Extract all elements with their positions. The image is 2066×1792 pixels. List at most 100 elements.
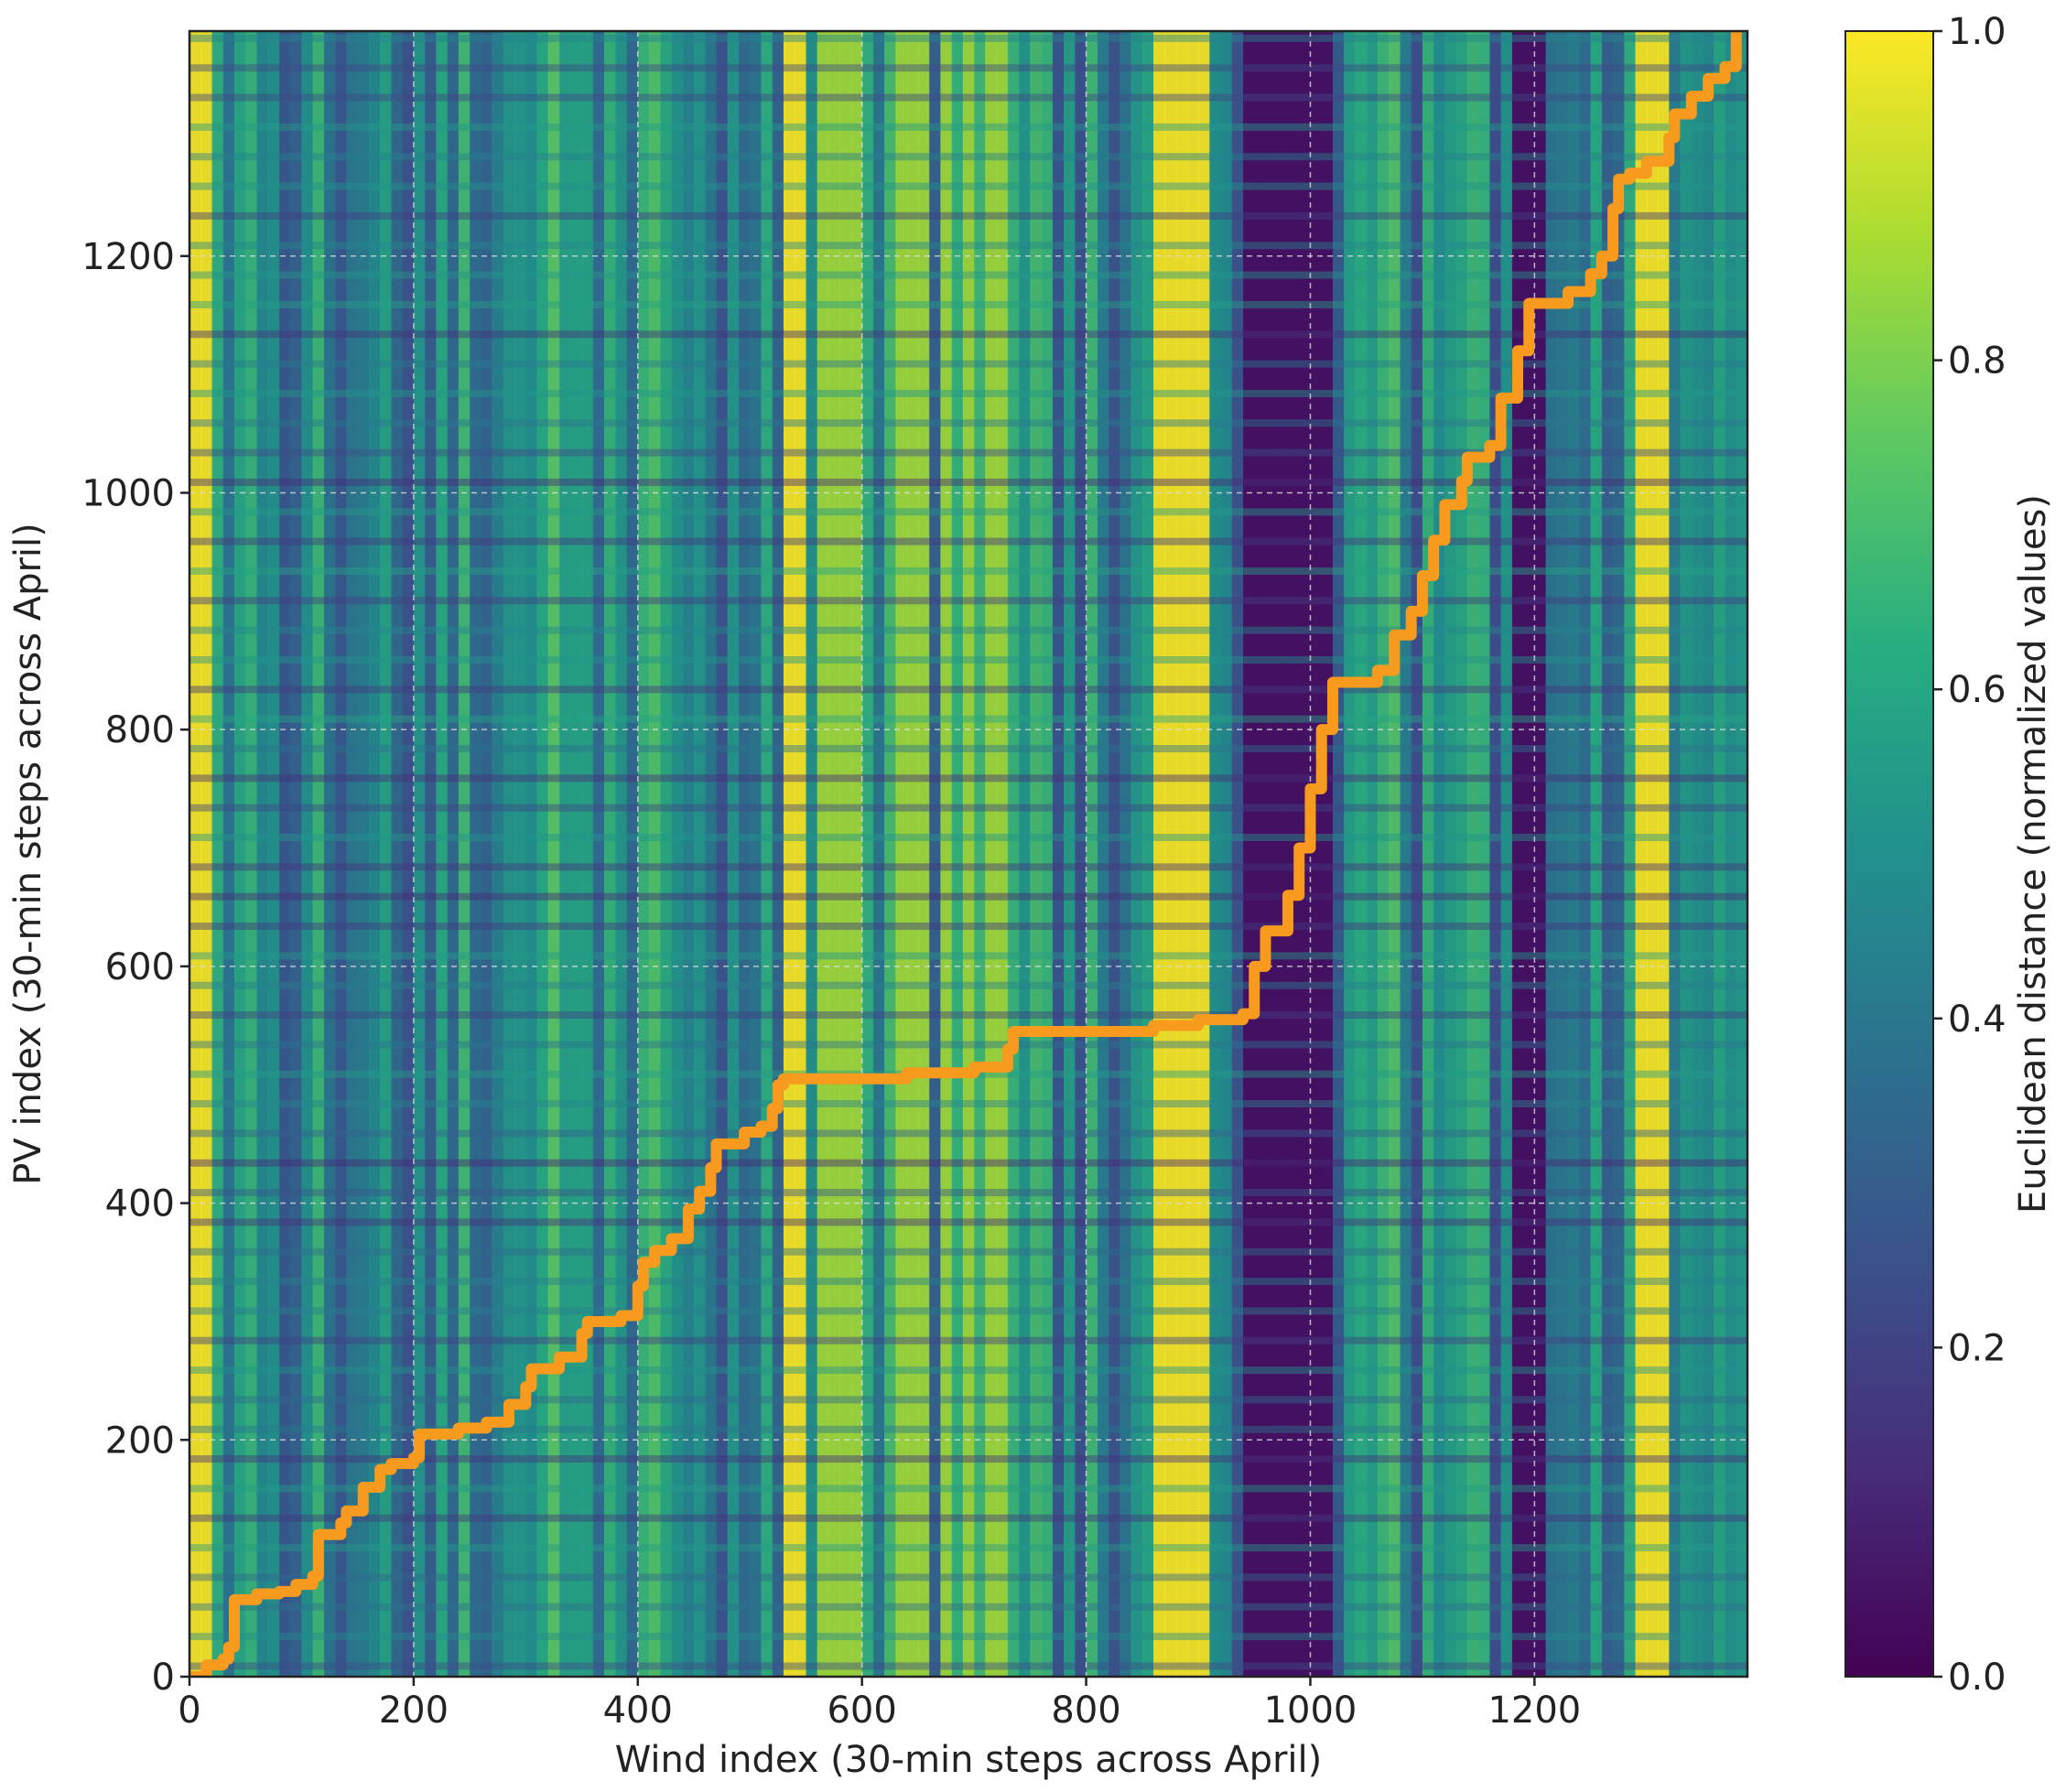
heatmap-column <box>1153 31 1166 1677</box>
y-axis-label: PV index (30-min steps across April) <box>7 523 49 1184</box>
heatmap-row-band <box>189 1218 1747 1226</box>
heatmap-row-band <box>189 923 1747 931</box>
heatmap-column <box>1714 31 1726 1677</box>
heatmap-column <box>570 31 583 1677</box>
heatmap-column <box>1669 31 1682 1677</box>
heatmap-column <box>962 31 976 1677</box>
heatmap-column <box>1164 31 1177 1677</box>
heatmap-row-band <box>189 242 1747 250</box>
heatmap-column <box>1613 31 1626 1677</box>
heatmap-column <box>917 31 931 1677</box>
heatmap-column <box>1075 31 1087 1677</box>
colorbar-tick-label: 0.6 <box>1948 669 2007 711</box>
heatmap-column <box>256 31 269 1677</box>
heatmap-row-band <box>189 685 1747 694</box>
heatmap-column <box>368 31 382 1677</box>
heatmap-column <box>1511 31 1525 1677</box>
y-tick-label: 1000 <box>81 472 175 514</box>
heatmap-row-band <box>189 1247 1747 1256</box>
warping-path-line <box>189 31 1742 1677</box>
y-tick-label: 1200 <box>81 236 175 278</box>
heatmap-column <box>1703 31 1715 1677</box>
heatmap-row-band <box>189 271 1747 279</box>
heatmap-column <box>940 31 953 1677</box>
heatmap-column <box>536 31 549 1677</box>
heatmap-column <box>1198 31 1211 1677</box>
heatmap-column <box>1400 31 1412 1677</box>
heatmap-column <box>380 31 393 1677</box>
heatmap-column <box>514 31 527 1677</box>
heatmap-row-band <box>189 1189 1747 1197</box>
heatmap-row-band <box>189 1603 1747 1611</box>
x-tick-label: 1200 <box>1487 1689 1581 1732</box>
heatmap-column <box>1175 31 1188 1677</box>
heatmap-column <box>1332 31 1346 1677</box>
heatmap-row-band <box>189 1041 1747 1049</box>
heatmap-columns <box>189 31 1747 1677</box>
heatmap-column <box>929 31 942 1677</box>
heatmap-column <box>1254 31 1267 1677</box>
heatmap-column <box>906 31 919 1677</box>
heatmap-column <box>682 31 696 1677</box>
heatmap-column <box>1130 31 1143 1677</box>
heatmap-column <box>278 31 292 1677</box>
heatmap-row-band <box>189 567 1747 575</box>
heatmap-column <box>1433 31 1446 1677</box>
heatmap-row-band <box>189 211 1747 220</box>
heatmap-row-band <box>189 655 1747 664</box>
heatmap-column <box>503 31 516 1677</box>
heatmap-row-band <box>189 508 1747 516</box>
heatmap-row-band <box>189 300 1747 308</box>
heatmap-row-band <box>189 1544 1747 1552</box>
heatmap-column <box>1377 31 1390 1677</box>
heatmap-row-band <box>189 153 1747 161</box>
heatmap-column <box>346 31 359 1677</box>
heatmap-column <box>267 31 280 1677</box>
heatmap-row-band <box>189 419 1747 427</box>
heatmap-row-band <box>189 389 1747 397</box>
heatmap-column <box>1736 31 1747 1677</box>
heatmap-row-band <box>189 360 1747 368</box>
heatmap-column <box>783 31 796 1677</box>
heatmap-column <box>1691 31 1704 1677</box>
plot-area <box>188 29 1749 1679</box>
heatmap-column <box>1030 31 1043 1677</box>
heatmap-column <box>1209 31 1222 1677</box>
heatmap-row-band <box>189 626 1747 634</box>
heatmap-column <box>872 31 886 1677</box>
heatmap-column <box>1086 31 1098 1677</box>
heatmap-column <box>1355 31 1368 1677</box>
x-tick-label: 1000 <box>1264 1689 1358 1732</box>
heatmap-column <box>1007 31 1021 1677</box>
colorbar-tick-label: 0.4 <box>1948 999 2007 1041</box>
heatmap-column <box>1231 31 1244 1677</box>
heatmap-column <box>806 31 818 1677</box>
heatmap-column <box>547 31 561 1677</box>
heatmap-column <box>1141 31 1155 1677</box>
heatmap-column <box>436 31 449 1677</box>
heatmap-row-band <box>189 182 1747 190</box>
heatmap-row-band <box>189 952 1747 960</box>
heatmap-column <box>1321 31 1334 1677</box>
colorbar-tick-label: 0.2 <box>1948 1327 2007 1369</box>
heatmap-column <box>1265 31 1278 1677</box>
heatmap-column <box>1310 31 1323 1677</box>
y-tick-label: 600 <box>105 946 175 988</box>
heatmap-column <box>996 31 1009 1677</box>
heatmap-column <box>1523 31 1536 1677</box>
heatmap-column <box>1041 31 1054 1677</box>
heatmap-row-band <box>189 1100 1747 1108</box>
heatmap-row-band <box>189 597 1747 605</box>
heatmap-row-band <box>189 1129 1747 1138</box>
heatmap-row-band <box>189 715 1747 723</box>
heatmap-row-band <box>189 1336 1747 1344</box>
heatmap-row-band <box>189 478 1747 486</box>
x-tick-label: 800 <box>1051 1689 1120 1732</box>
heatmap-row-band <box>189 981 1747 989</box>
colorbar-ticks: 0.0 0.2 0.4 0.6 0.8 1.0 <box>1933 11 2007 1699</box>
heatmap-row-band <box>189 330 1747 339</box>
heatmap-row-band <box>189 863 1747 871</box>
heatmap-row-band <box>189 774 1747 783</box>
heatmap-column <box>525 31 538 1677</box>
